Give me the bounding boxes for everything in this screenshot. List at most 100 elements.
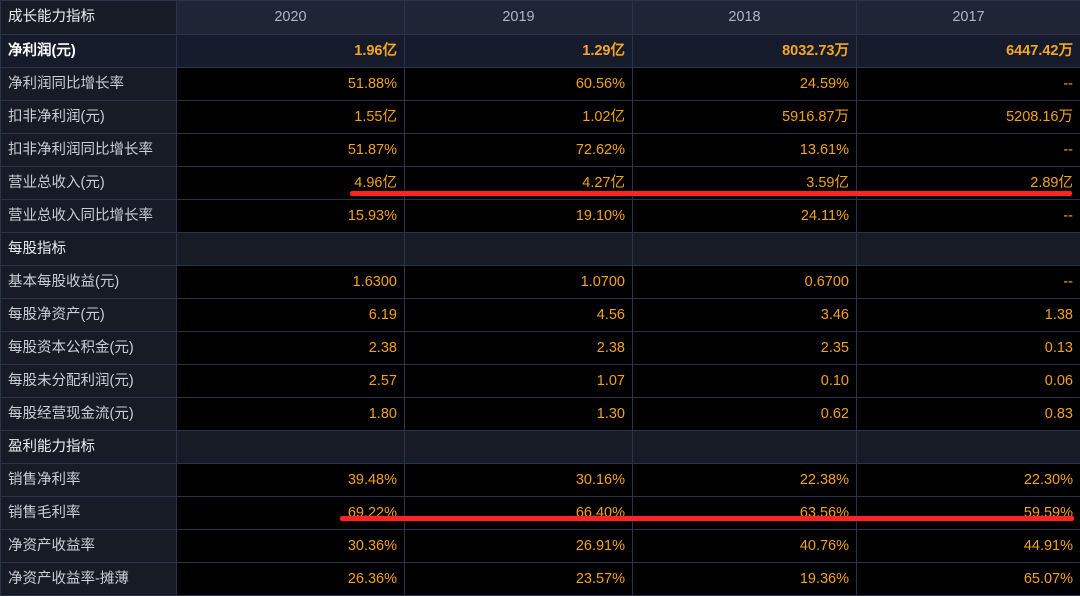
row-label: 营业总收入(元) xyxy=(1,167,177,200)
value-cell: -- xyxy=(857,134,1080,167)
value-cell: 0.06 xyxy=(857,365,1080,398)
value-cell: 60.56% xyxy=(405,68,633,101)
value-cell: 2.57 xyxy=(177,365,405,398)
red-underline-annotation xyxy=(350,191,1072,196)
row-label: 每股资本公积金(元) xyxy=(1,332,177,365)
value-cell: 1.96亿 xyxy=(177,35,405,68)
value-cell: 2.38 xyxy=(405,332,633,365)
value-cell: 72.62% xyxy=(405,134,633,167)
value-cell: 5208.16万 xyxy=(857,101,1080,134)
value-cell: 0.83 xyxy=(857,398,1080,431)
value-cell: 0.6700 xyxy=(633,266,857,299)
section-header-row: 每股指标 xyxy=(1,233,1080,266)
column-header-2020[interactable]: 2020 xyxy=(177,1,405,35)
column-header-2018[interactable]: 2018 xyxy=(633,1,857,35)
row-label: 净资产收益率 xyxy=(1,530,177,563)
value-cell: 26.36% xyxy=(177,563,405,596)
value-cell: 6447.42万 xyxy=(857,35,1080,68)
section-title-growth: 成长能力指标 xyxy=(1,1,177,35)
empty-cell xyxy=(405,431,633,464)
value-cell: 0.10 xyxy=(633,365,857,398)
value-cell: 22.38% xyxy=(633,464,857,497)
value-cell: 0.13 xyxy=(857,332,1080,365)
empty-cell xyxy=(177,431,405,464)
value-cell: 24.59% xyxy=(633,68,857,101)
value-cell: 19.36% xyxy=(633,563,857,596)
value-cell: 1.02亿 xyxy=(405,101,633,134)
value-cell: 1.30 xyxy=(405,398,633,431)
value-cell: 1.80 xyxy=(177,398,405,431)
value-cell: 69.22% xyxy=(177,497,405,530)
value-cell: 24.11% xyxy=(633,200,857,233)
value-cell: 19.10% xyxy=(405,200,633,233)
empty-cell xyxy=(177,233,405,266)
value-cell: 3.46 xyxy=(633,299,857,332)
row-label: 净资产收益率-摊薄 xyxy=(1,563,177,596)
value-cell: 51.88% xyxy=(177,68,405,101)
value-cell: 4.56 xyxy=(405,299,633,332)
value-cell: 44.91% xyxy=(857,530,1080,563)
value-cell: 30.16% xyxy=(405,464,633,497)
value-cell: 66.40% xyxy=(405,497,633,530)
value-cell: 22.30% xyxy=(857,464,1080,497)
value-cell: 1.6300 xyxy=(177,266,405,299)
section-title: 每股指标 xyxy=(1,233,177,266)
row-label: 销售毛利率 xyxy=(1,497,177,530)
value-cell: 59.59% xyxy=(857,497,1080,530)
value-cell: 40.76% xyxy=(633,530,857,563)
header-row: 成长能力指标 2020 2019 2018 2017 xyxy=(1,1,1080,35)
empty-cell xyxy=(633,431,857,464)
value-cell: -- xyxy=(857,266,1080,299)
row-label: 每股净资产(元) xyxy=(1,299,177,332)
value-cell: 2.38 xyxy=(177,332,405,365)
value-cell: 63.56% xyxy=(633,497,857,530)
red-underline-annotation xyxy=(340,516,1074,521)
column-header-2019[interactable]: 2019 xyxy=(405,1,633,35)
row-label: 净利润(元) xyxy=(1,35,177,68)
value-cell: 39.48% xyxy=(177,464,405,497)
row-label: 销售净利率 xyxy=(1,464,177,497)
value-cell: 51.87% xyxy=(177,134,405,167)
value-cell: 6.19 xyxy=(177,299,405,332)
value-cell: 23.57% xyxy=(405,563,633,596)
section-title: 盈利能力指标 xyxy=(1,431,177,464)
row-label: 净利润同比增长率 xyxy=(1,68,177,101)
value-cell: 1.0700 xyxy=(405,266,633,299)
value-cell: 1.29亿 xyxy=(405,35,633,68)
value-cell: 30.36% xyxy=(177,530,405,563)
value-cell: 5916.87万 xyxy=(633,101,857,134)
empty-cell xyxy=(633,233,857,266)
value-cell: 65.07% xyxy=(857,563,1080,596)
value-cell: 26.91% xyxy=(405,530,633,563)
value-cell: 13.61% xyxy=(633,134,857,167)
value-cell: 1.38 xyxy=(857,299,1080,332)
column-header-2017[interactable]: 2017 xyxy=(857,1,1080,35)
value-cell: 15.93% xyxy=(177,200,405,233)
value-cell: 1.07 xyxy=(405,365,633,398)
value-cell: 2.35 xyxy=(633,332,857,365)
empty-cell xyxy=(857,431,1080,464)
value-cell: -- xyxy=(857,200,1080,233)
empty-cell xyxy=(405,233,633,266)
empty-cell xyxy=(857,233,1080,266)
value-cell: 1.55亿 xyxy=(177,101,405,134)
row-label: 营业总收入同比增长率 xyxy=(1,200,177,233)
value-cell: 8032.73万 xyxy=(633,35,857,68)
value-cell: 0.62 xyxy=(633,398,857,431)
value-cell: -- xyxy=(857,68,1080,101)
row-label: 每股经营现金流(元) xyxy=(1,398,177,431)
